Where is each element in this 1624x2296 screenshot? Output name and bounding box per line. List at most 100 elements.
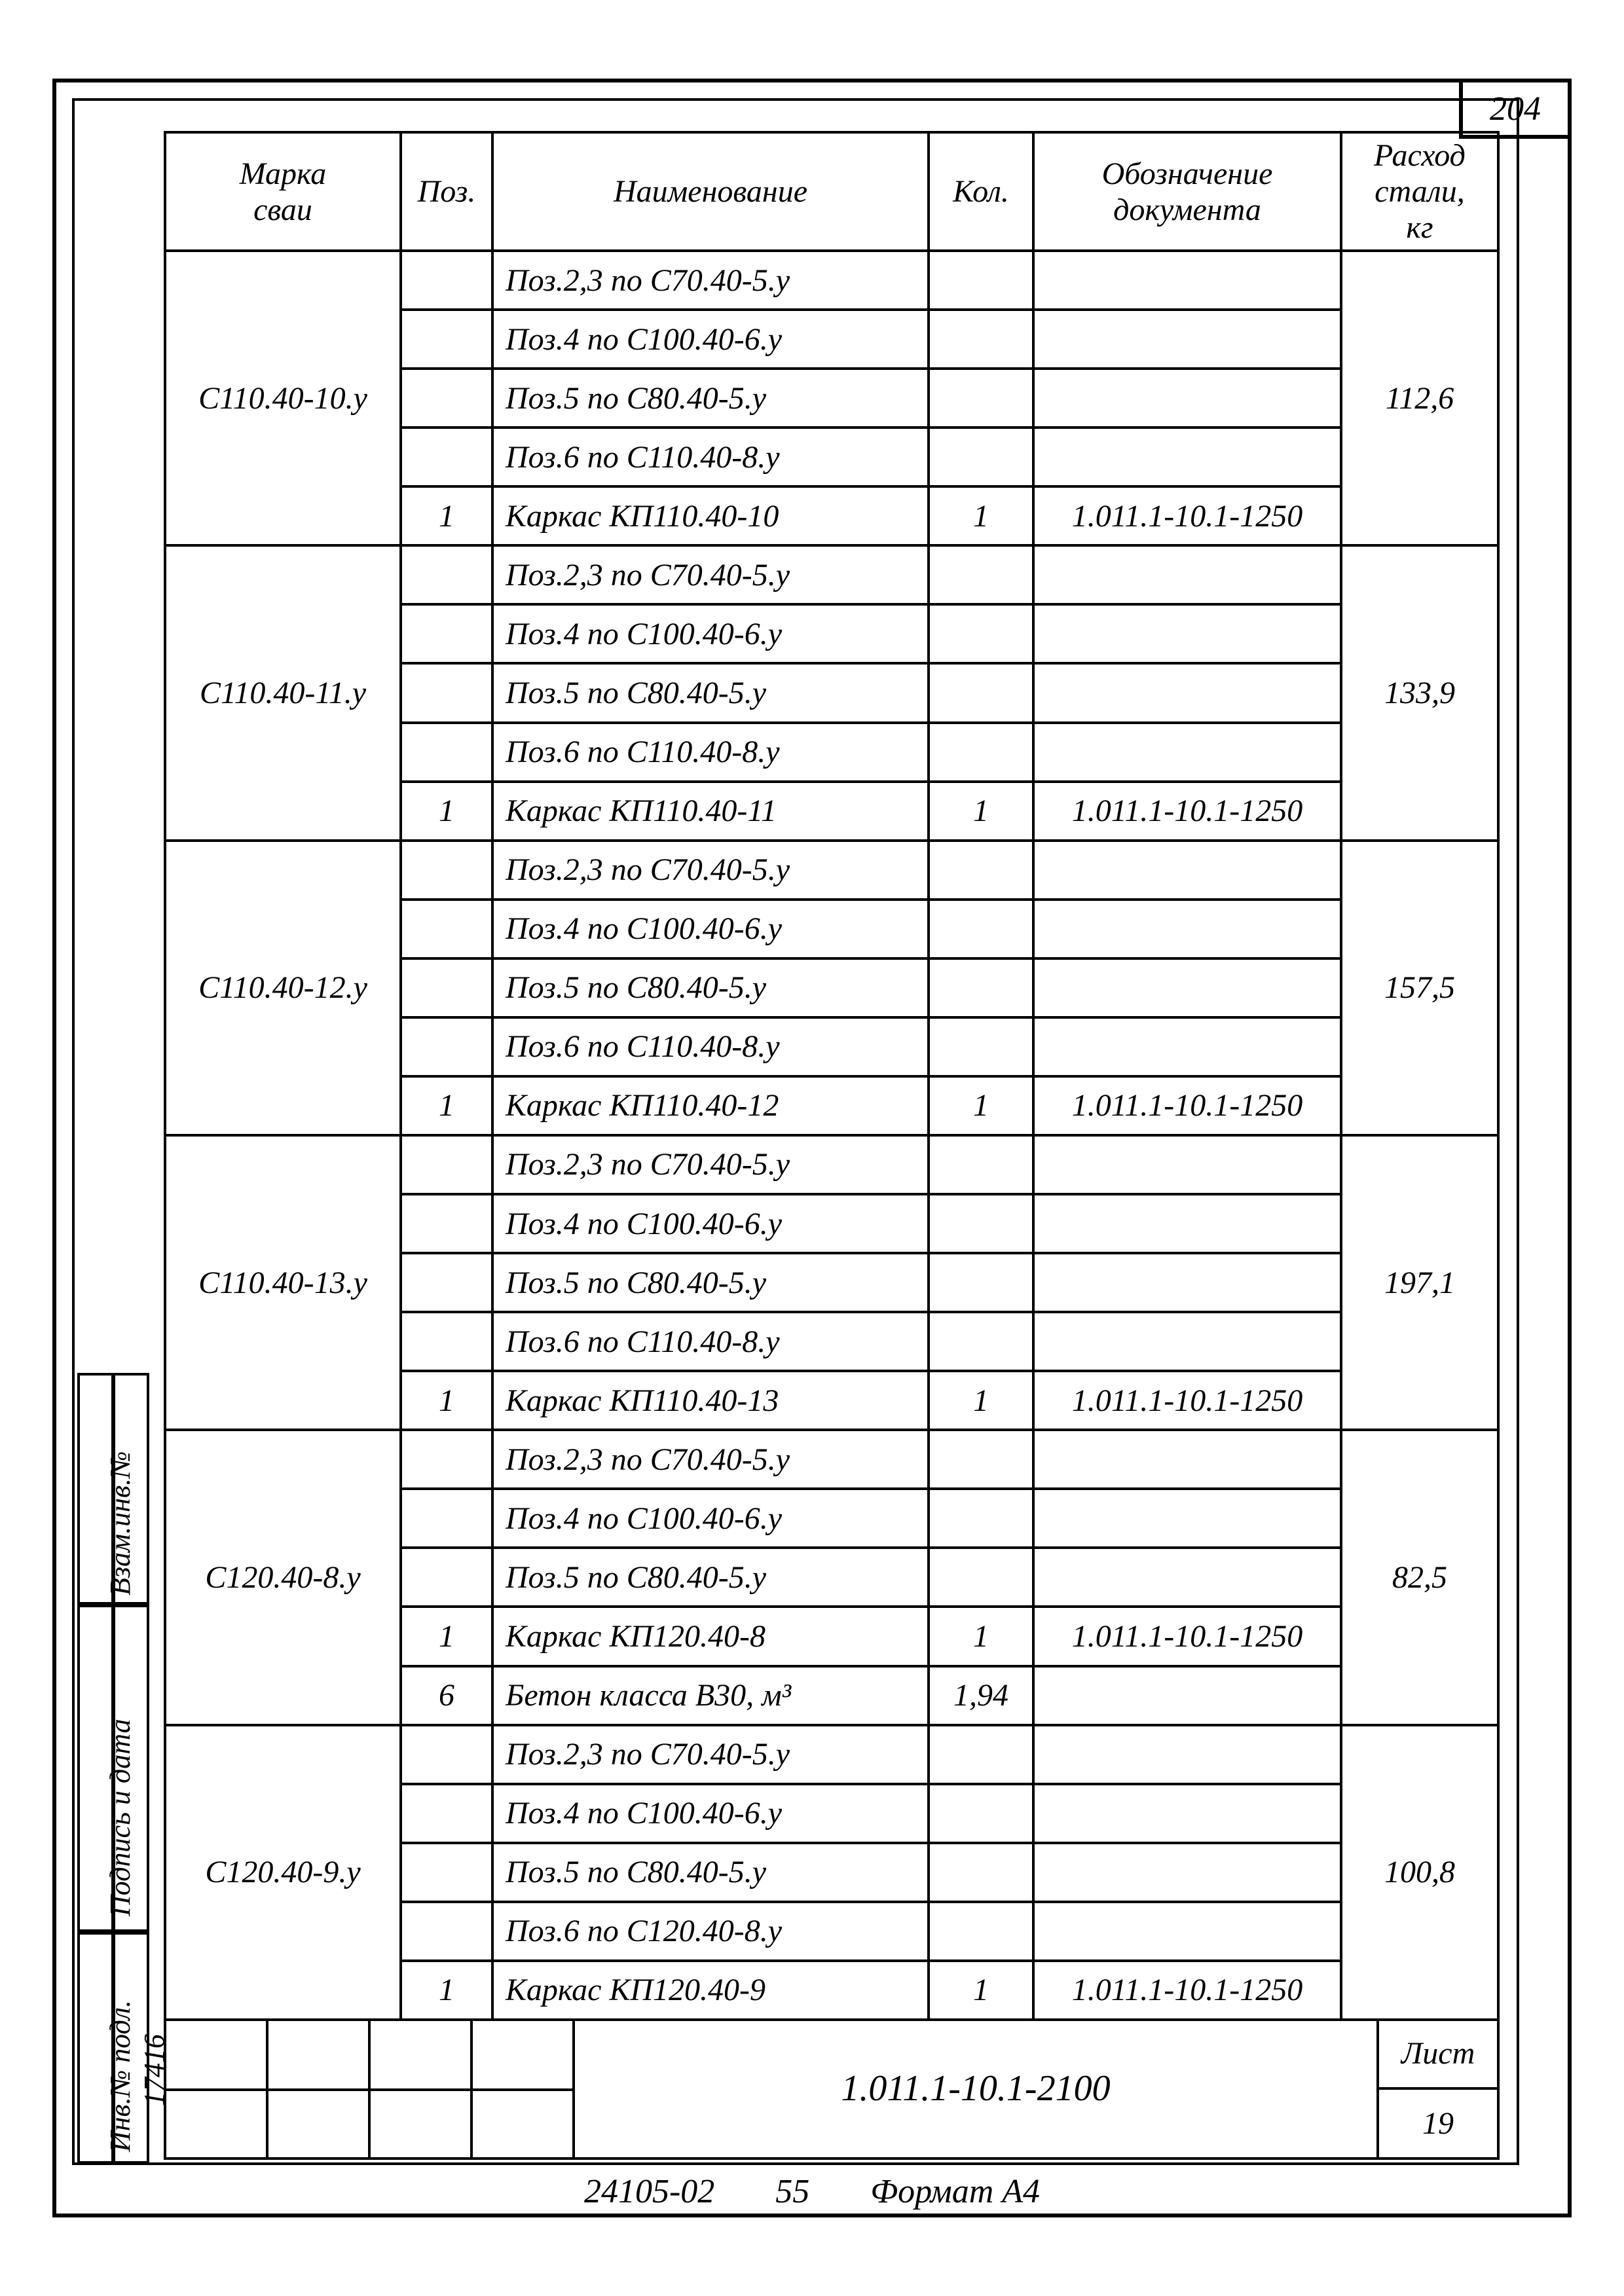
cell-doc xyxy=(1033,369,1341,428)
cell-doc: 1.011.1-10.1-1250 xyxy=(1033,1961,1341,2020)
cell-doc xyxy=(1033,1253,1341,1312)
cell-kol xyxy=(929,841,1033,900)
cell-kol xyxy=(929,604,1033,663)
cell-name: Поз.4 по С100.40-6.у xyxy=(492,900,929,958)
cell-doc xyxy=(1033,1135,1341,1194)
cell-kol xyxy=(929,1430,1033,1489)
cell-pos xyxy=(401,1548,492,1607)
cell-pos xyxy=(401,545,492,604)
cell-kol xyxy=(929,1548,1033,1607)
cell-kol: 1 xyxy=(929,1961,1033,2020)
cell-kol: 1 xyxy=(929,1371,1033,1430)
hdr-rate: Расход стали, кг xyxy=(1341,132,1498,251)
spec-table: Марка сваи Поз. Наименование Кол. Обозна… xyxy=(164,131,1500,2021)
cell-kol xyxy=(929,723,1033,782)
cell-kol xyxy=(929,251,1033,310)
cell-name: Поз.5 по С80.40-5.у xyxy=(492,1253,929,1312)
cell-name: Поз.4 по С100.40-6.у xyxy=(492,310,929,369)
cell-kol xyxy=(929,958,1033,1017)
hdr-marka: Марка сваи xyxy=(165,132,401,251)
cell-doc xyxy=(1033,1430,1341,1489)
cell-name: Поз.6 по С110.40-8.у xyxy=(492,1017,929,1076)
cell-pos xyxy=(401,1194,492,1253)
cell-kol xyxy=(929,900,1033,958)
cell-doc: 1.011.1-10.1-1250 xyxy=(1033,1607,1341,1666)
sheet-label: Лист xyxy=(1379,2020,1497,2090)
cell-marka: С110.40-12.у xyxy=(165,841,401,1135)
cell-pos xyxy=(401,900,492,958)
cell-kol xyxy=(929,1843,1033,1902)
cell-name: Поз.6 по С110.40-8.у xyxy=(492,723,929,782)
cell-name: Поз.5 по С80.40-5.у xyxy=(492,1548,929,1607)
cell-doc xyxy=(1033,310,1341,369)
cell-pos xyxy=(401,841,492,900)
binding-strip: Взам.инв.№ Подпись и дата Инв.№ подл. 17… xyxy=(77,1373,156,2159)
cell-name: Поз.6 по С110.40-8.у xyxy=(492,1312,929,1371)
hdr-pos: Поз. xyxy=(401,132,492,251)
cell-pos xyxy=(401,663,492,722)
cell-kol xyxy=(929,310,1033,369)
cell-name: Каркас КП110.40-12 xyxy=(492,1076,929,1135)
cell-doc xyxy=(1033,251,1341,310)
cell-rate: 197,1 xyxy=(1341,1135,1498,1430)
cell-doc xyxy=(1033,428,1341,486)
cell-marka: С120.40-9.у xyxy=(165,1725,401,2020)
titleblock-left xyxy=(166,2020,575,2157)
cell-doc xyxy=(1033,1017,1341,1076)
cell-kol xyxy=(929,545,1033,604)
cell-doc xyxy=(1033,1725,1341,1784)
cell-name: Поз.5 по С80.40-5.у xyxy=(492,663,929,722)
side-podpis-label: Подпись и дата xyxy=(103,1719,137,1916)
cell-kol xyxy=(929,1725,1033,1784)
side-inv-label: Инв.№ подл. xyxy=(103,2000,137,2152)
cell-doc: 1.011.1-10.1-1250 xyxy=(1033,782,1341,841)
spec-table-wrap: Марка сваи Поз. Наименование Кол. Обозна… xyxy=(164,131,1500,2021)
cell-kol xyxy=(929,663,1033,722)
cell-pos xyxy=(401,369,492,428)
cell-doc xyxy=(1033,1489,1341,1548)
cell-pos xyxy=(401,310,492,369)
hdr-doc: Обозначение документа xyxy=(1033,132,1341,251)
cell-name: Поз.5 по С80.40-5.у xyxy=(492,1843,929,1902)
cell-pos xyxy=(401,428,492,486)
cell-pos: 1 xyxy=(401,486,492,545)
cell-pos xyxy=(401,1902,492,1961)
cell-doc xyxy=(1033,1843,1341,1902)
table-row: С120.40-8.уПоз.2,3 по С70.40-5.у82,5 xyxy=(165,1430,1498,1489)
footer-code: 24105-02 xyxy=(584,2173,714,2210)
cell-marka: С120.40-8.у xyxy=(165,1430,401,1724)
table-row: С120.40-9.уПоз.2,3 по С70.40-5.у100,8 xyxy=(165,1725,1498,1784)
table-row: С110.40-12.уПоз.2,3 по С70.40-5.у157,5 xyxy=(165,841,1498,900)
cell-rate: 82,5 xyxy=(1341,1430,1498,1724)
cell-kol xyxy=(929,369,1033,428)
cell-kol xyxy=(929,1902,1033,1961)
cell-doc xyxy=(1033,545,1341,604)
cell-name: Каркас КП120.40-8 xyxy=(492,1607,929,1666)
cell-doc xyxy=(1033,1902,1341,1961)
hdr-kol: Кол. xyxy=(929,132,1033,251)
cell-doc xyxy=(1033,841,1341,900)
doc-number: 1.011.1-10.1-2100 xyxy=(841,2068,1110,2109)
cell-kol: 1,94 xyxy=(929,1666,1033,1725)
hdr-name: Наименование xyxy=(492,132,929,251)
cell-pos xyxy=(401,1312,492,1371)
cell-kol: 1 xyxy=(929,782,1033,841)
cell-name: Поз.5 по С80.40-5.у xyxy=(492,369,929,428)
cell-rate: 100,8 xyxy=(1341,1725,1498,2020)
footer: 24105-02 55 Формат А4 xyxy=(0,2172,1624,2211)
cell-rate: 133,9 xyxy=(1341,545,1498,840)
cell-pos xyxy=(401,1784,492,1843)
cell-name: Поз.5 по С80.40-5.у xyxy=(492,958,929,1017)
cell-name: Поз.2,3 по С70.40-5.у xyxy=(492,545,929,604)
cell-pos xyxy=(401,251,492,310)
cell-kol xyxy=(929,1017,1033,1076)
cell-doc xyxy=(1033,1666,1341,1725)
footer-format: Формат А4 xyxy=(870,2173,1040,2210)
cell-doc xyxy=(1033,900,1341,958)
title-block: 1.011.1-10.1-2100 Лист 19 xyxy=(164,2020,1500,2160)
cell-pos: 1 xyxy=(401,1607,492,1666)
cell-rate: 157,5 xyxy=(1341,841,1498,1135)
cell-pos xyxy=(401,1725,492,1784)
cell-name: Поз.6 по С120.40-8.у xyxy=(492,1902,929,1961)
cell-doc xyxy=(1033,663,1341,722)
